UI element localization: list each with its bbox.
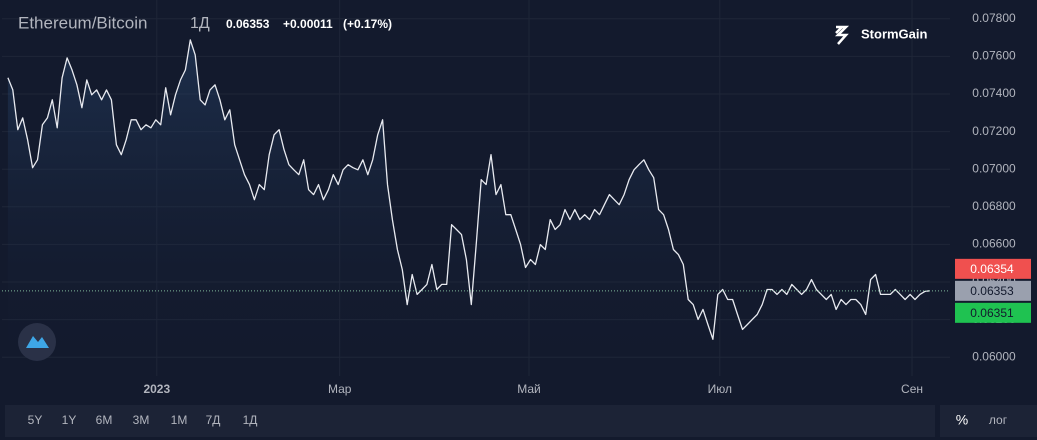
last-price-label: 0.06353	[970, 284, 1014, 298]
x-tick-label: Июл	[708, 382, 732, 396]
area	[7, 39, 930, 377]
range-button[interactable]: 1M	[171, 413, 188, 427]
change: +0.00011	[283, 17, 333, 31]
interval: 1Д	[190, 15, 210, 32]
ask-price-box	[955, 258, 1031, 279]
brand-icon	[834, 25, 850, 45]
x-tick-label: Сен	[901, 382, 923, 396]
y-tick-label: 0.07200	[972, 124, 1016, 138]
y-tick-label: 0.06800	[972, 199, 1016, 213]
y-tick-label: 0.07400	[972, 86, 1016, 100]
bid-price-label: 0.06351	[970, 306, 1014, 320]
logo-icon	[26, 336, 49, 348]
scale-option[interactable]: %	[956, 412, 968, 428]
range-button[interactable]: 7Д	[206, 413, 221, 427]
y-tick-label: 0.06000	[972, 349, 1016, 363]
range-button[interactable]: 1Д	[243, 413, 258, 427]
bid-price-box	[955, 302, 1031, 323]
range-bar	[5, 405, 935, 437]
range-button[interactable]: 5Y	[28, 413, 43, 427]
x-tick-label: Май	[517, 382, 541, 396]
symbol-title: Ethereum/Bitcoin	[18, 13, 147, 32]
range-button[interactable]: 1Y	[62, 413, 77, 427]
ask-price-label: 0.06354	[970, 262, 1014, 276]
range-button[interactable]: 6M	[96, 413, 113, 427]
last-price-box	[955, 280, 1031, 301]
brand: StormGain	[861, 26, 928, 41]
last-price: 0.06353	[226, 17, 270, 31]
scale-option[interactable]: лог	[989, 413, 1008, 427]
range-button[interactable]: 3M	[133, 413, 150, 427]
y-tick-label: 0.07600	[972, 49, 1016, 63]
scale-bar	[940, 405, 1037, 437]
x-tick-label: 2023	[143, 382, 170, 396]
y-tick-label: 0.07800	[972, 11, 1016, 25]
change-pct: (+0.17%)	[343, 17, 392, 31]
y-tick-label: 0.06600	[972, 237, 1016, 251]
x-tick-label: Мар	[328, 382, 352, 396]
y-tick-label: 0.07000	[972, 161, 1016, 175]
price-line	[7, 39, 930, 340]
